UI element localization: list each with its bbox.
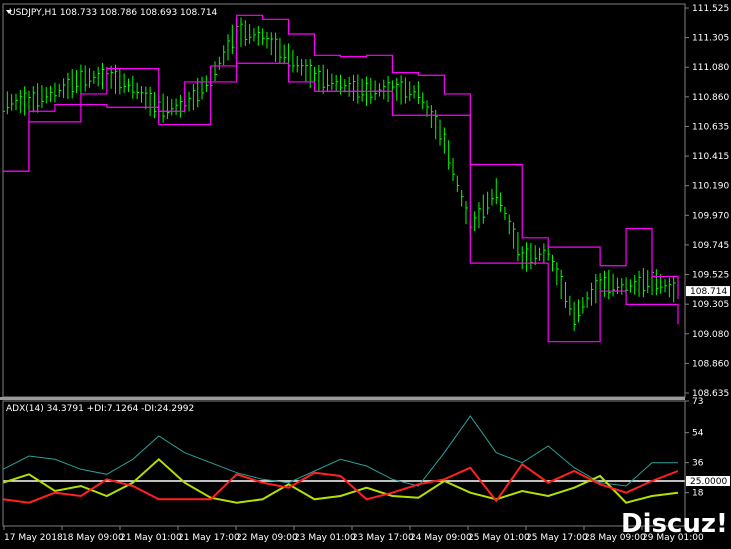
time-tick-label: 22 May 09:00 [236, 533, 298, 543]
channel-upper-line [3, 14, 679, 300]
indicator-tick-label: 18 [692, 489, 704, 499]
price-tick-label: 108.860 [692, 359, 729, 369]
indicator-lines [2, 415, 685, 504]
price-tick-label: 110.635 [692, 122, 729, 132]
current-price-label: 108.714 [690, 287, 727, 297]
price-tick-label: 109.745 [692, 241, 729, 251]
panel-separator [0, 397, 685, 400]
price-tick-label: 108.635 [692, 389, 729, 399]
price-tick-label: 109.525 [692, 271, 729, 281]
indicator-tick-label: 54 [692, 429, 704, 439]
level-label: 25.0000 [690, 477, 727, 487]
watermark-text: Discuz! [621, 509, 728, 539]
price-tick-label: 109.970 [692, 211, 729, 221]
price-bars [2, 17, 676, 332]
time-tick-label: 21 May 01:00 [120, 533, 182, 543]
price-tick-label: 111.305 [692, 34, 729, 44]
price-tick-label: 110.415 [692, 152, 729, 162]
time-tick-label: 23 May 01:00 [294, 533, 356, 543]
current-price-tag [686, 286, 730, 297]
price-tick-label: 109.305 [692, 300, 729, 310]
time-tick-label: 21 May 17:00 [178, 533, 240, 543]
price-tick-label: 109.080 [692, 330, 729, 340]
time-tick-label: 24 May 09:00 [410, 533, 472, 543]
price-tick-label: 111.080 [692, 63, 729, 73]
price-tick-label: 110.860 [692, 93, 729, 103]
channel-lower-line [3, 62, 679, 343]
price-tick-label: 110.190 [692, 182, 729, 192]
axes: 111.525 111.305 111.080 110.860 110.635 110.4… [0, 3, 730, 543]
indicator-header: ADX(14) 34.3791 +DI:7.1264 -DI:24.2992 [6, 404, 194, 414]
time-tick-label: 17 May 2018 [4, 533, 63, 543]
dropdown-triangle-icon[interactable] [6, 10, 12, 14]
indicator-panel-frame [2, 400, 686, 527]
price-tick-label: 111.525 [692, 4, 729, 14]
level-tag [686, 476, 730, 486]
time-tick-label: 18 May 09:00 [62, 533, 124, 543]
minus-di-line [2, 462, 679, 504]
indicator-tick-label: 36 [692, 459, 704, 469]
plus-di-line [2, 457, 679, 504]
channel-lines [3, 14, 679, 343]
adx-line [2, 415, 678, 487]
time-tick-label: 25 May 17:00 [526, 533, 588, 543]
time-tick-label: 25 May 01:00 [468, 533, 530, 543]
time-tick-label: 29 May 01:00 [642, 533, 704, 543]
time-tick-label: 28 May 09:00 [584, 533, 646, 543]
indicator-tick-label: 73 [692, 397, 703, 407]
price-header: USDJPY,H1 108.733 108.786 108.693 108.71… [9, 8, 218, 18]
time-tick-label: 23 May 17:00 [352, 533, 414, 543]
